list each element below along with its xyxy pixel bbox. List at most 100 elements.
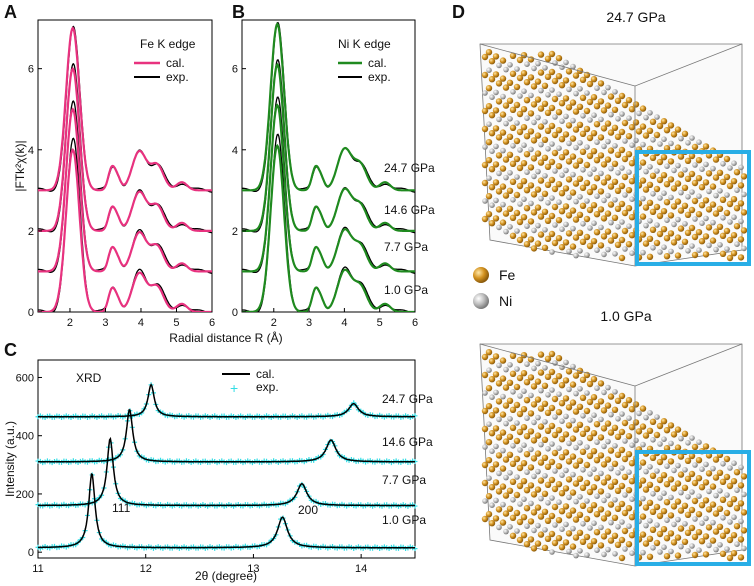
fe-atom: [628, 214, 636, 221]
fe-atom: [670, 431, 678, 438]
fe-atom: [639, 477, 647, 484]
fe-atom: [597, 542, 605, 549]
ni-atom: [598, 116, 604, 123]
fe-atom: [555, 235, 563, 242]
ni-atom: [612, 89, 618, 95]
fe-atom: [646, 235, 654, 242]
ni-atom: [689, 543, 695, 549]
ni-atom: [538, 141, 544, 148]
fe-atom: [583, 425, 591, 433]
ni-atom: [580, 167, 586, 173]
ni-atom: [566, 548, 572, 555]
fe-atom: [551, 95, 559, 103]
fe-atom: [565, 212, 573, 219]
fe-atom: [485, 439, 493, 446]
fe-atom: [646, 127, 654, 134]
fe-atom: [565, 530, 573, 537]
fe-atom: [639, 423, 647, 430]
fe-atom: [653, 185, 661, 193]
xrd-exp-point: [403, 413, 409, 419]
ni-atom: [657, 195, 663, 201]
fe-atom: [495, 188, 503, 195]
fe-atom: [674, 552, 682, 559]
fe-atom: [586, 452, 594, 460]
fe-atom: [558, 190, 566, 197]
xrd-pressure-1-0: 1.0 GPa: [382, 513, 426, 527]
ni-atom: [587, 117, 593, 123]
fe-atom: [740, 473, 748, 480]
ni-atom: [668, 194, 674, 201]
ni-atom: [685, 440, 691, 446]
fe-atom: [597, 488, 605, 495]
ni-atom: [493, 89, 499, 96]
ni-atom: [713, 546, 719, 553]
fe-atom: [555, 163, 563, 170]
xrd-xtick-label-2: 13: [247, 563, 259, 575]
ni-atom: [584, 444, 590, 450]
fe-atom: [544, 73, 552, 81]
ni-atom: [598, 170, 604, 177]
fe-atom: [593, 475, 601, 482]
crystal-edge-0: [479, 343, 636, 387]
fe-atom: [492, 215, 500, 222]
fe-atom: [565, 230, 573, 237]
fe-atom: [726, 482, 734, 490]
fe-atom: [649, 118, 657, 126]
ni-atom: [559, 472, 565, 479]
fe-atom: [663, 235, 671, 242]
xrd-exp-point: [70, 458, 76, 464]
panel-label-a: A: [4, 2, 17, 22]
fe-atom: [740, 173, 748, 180]
fe-atom: [597, 380, 605, 387]
fe-atom: [572, 72, 580, 79]
fe-atom: [548, 458, 556, 466]
ni-atom: [717, 542, 723, 548]
fe-atom: [576, 403, 584, 410]
panel-a-ylabel: |FTk²χ(k)|: [13, 140, 27, 191]
fe-atom: [534, 378, 542, 385]
xrd-exp-point: [261, 501, 267, 507]
fe-atom: [506, 133, 514, 140]
fe-atom: [674, 426, 682, 433]
fe-atom: [639, 459, 647, 466]
ni-atom: [696, 139, 702, 145]
fe-atom: [618, 92, 626, 100]
fe-atom: [593, 457, 601, 464]
fe-atom: [541, 82, 549, 90]
fe-atom: [509, 52, 517, 59]
fe-atom: [737, 236, 745, 243]
fe-atom: [530, 83, 538, 90]
fe-atom: [590, 202, 598, 209]
fe-atom: [590, 484, 598, 491]
xrd-xtick-label-1: 12: [140, 563, 152, 575]
fe-atom: [523, 187, 531, 194]
fe-atom: [558, 490, 566, 497]
fe-atom: [520, 532, 528, 539]
fe-atom: [523, 79, 531, 86]
ni-atom: [727, 165, 733, 171]
fe-atom: [695, 175, 703, 182]
fe-atom: [516, 236, 524, 244]
xrd-exp-point: [271, 458, 277, 464]
ni-atom: [692, 516, 698, 522]
fe-atom: [663, 199, 671, 206]
fe-atom: [646, 181, 654, 188]
fe-atom: [534, 186, 542, 193]
fe-atom: [611, 124, 619, 131]
ni-atom: [724, 546, 730, 552]
fe-atom: [660, 226, 668, 233]
ni-atom: [612, 251, 618, 257]
fe-atom: [555, 217, 563, 224]
fe-atom: [499, 357, 507, 364]
ni-atom: [640, 549, 646, 556]
fe-atom: [660, 472, 668, 479]
fe-atom: [502, 492, 510, 499]
fe-atom: [607, 429, 615, 436]
ni-atom: [549, 195, 555, 201]
xrd-exp-point: [256, 503, 262, 509]
ni-atom: [584, 198, 590, 204]
fe-atom: [593, 529, 601, 536]
fe-atom: [590, 538, 598, 545]
fe-atom: [607, 237, 615, 244]
fe-atom: [677, 525, 685, 532]
